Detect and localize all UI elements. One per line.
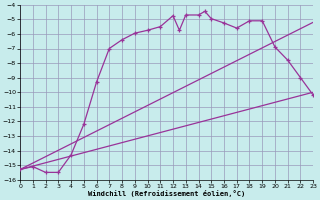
X-axis label: Windchill (Refroidissement éolien,°C): Windchill (Refroidissement éolien,°C) [88, 190, 245, 197]
